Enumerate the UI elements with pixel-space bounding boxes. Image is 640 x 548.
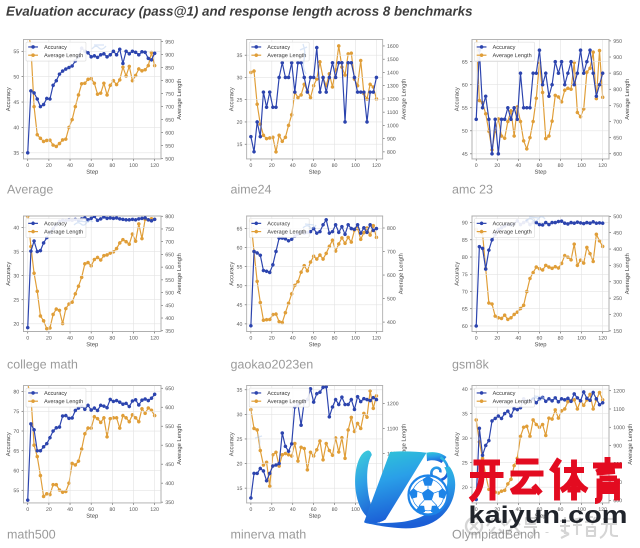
svg-text:kaiyun.com: kaiyun.com xyxy=(469,502,628,529)
